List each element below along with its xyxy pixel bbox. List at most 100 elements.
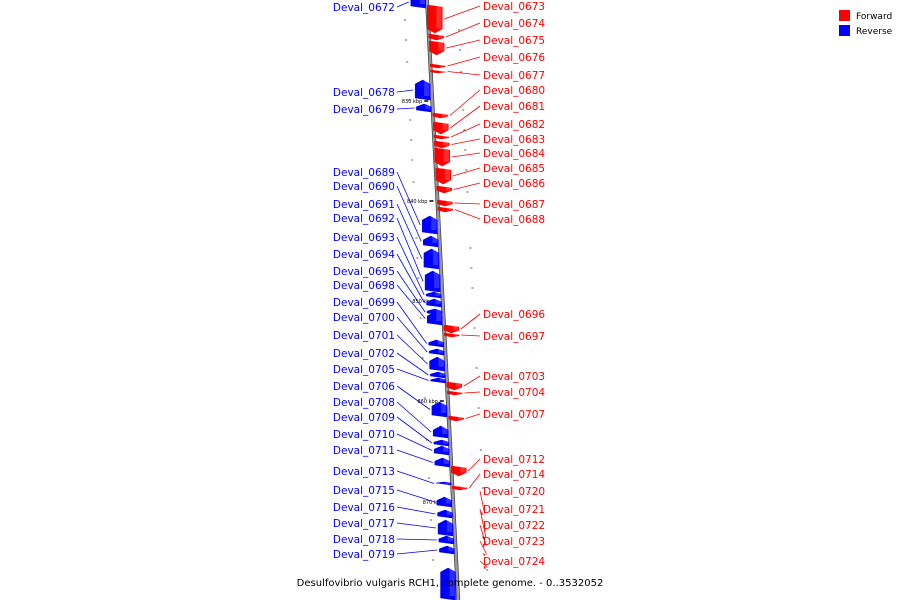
- forward-gene-label[interactable]: Deval_0676: [483, 52, 545, 64]
- forward-gene-label[interactable]: Deval_0688: [483, 214, 545, 226]
- forward-gene[interactable]: [430, 69, 446, 74]
- reverse-gene[interactable]: [410, 0, 427, 9]
- reverse-gene-label[interactable]: Deval_0693: [333, 232, 395, 244]
- forward-gene[interactable]: [452, 485, 468, 491]
- forward-gene[interactable]: [448, 415, 464, 422]
- reverse-gene-label[interactable]: Deval_0679: [333, 104, 395, 116]
- forward-gene[interactable]: [483, 543, 485, 548]
- reverse-gene[interactable]: [428, 348, 445, 356]
- reverse-gene[interactable]: [424, 270, 441, 293]
- forward-gene-label[interactable]: Deval_0696: [483, 309, 545, 321]
- forward-gene[interactable]: [434, 147, 450, 167]
- forward-gene-label[interactable]: Deval_0680: [483, 85, 545, 97]
- forward-gene-label[interactable]: Deval_0714: [483, 469, 545, 481]
- reverse-gene[interactable]: [433, 439, 450, 447]
- forward-gene-label[interactable]: Deval_0674: [483, 18, 545, 30]
- reverse-gene[interactable]: [430, 371, 446, 379]
- forward-gene[interactable]: [436, 185, 452, 194]
- forward-gene-label[interactable]: Deval_0682: [483, 119, 545, 131]
- reverse-gene-label[interactable]: Deval_0718: [333, 534, 395, 546]
- forward-gene[interactable]: [433, 134, 450, 140]
- reverse-gene-label[interactable]: Deval_0695: [333, 266, 395, 278]
- forward-gene[interactable]: [433, 121, 449, 135]
- forward-gene[interactable]: [443, 324, 460, 334]
- reverse-gene[interactable]: [423, 248, 440, 270]
- forward-gene[interactable]: [446, 381, 463, 391]
- forward-gene[interactable]: [450, 465, 467, 477]
- reverse-gene-label[interactable]: Deval_0706: [333, 381, 395, 393]
- reverse-gene[interactable]: [430, 377, 446, 384]
- reverse-gene[interactable]: [423, 235, 439, 248]
- reverse-gene-label[interactable]: Deval_0701: [333, 330, 395, 342]
- reverse-gene[interactable]: [414, 79, 431, 101]
- reverse-gene-label[interactable]: Deval_0698: [333, 280, 395, 292]
- reverse-gene[interactable]: [421, 215, 438, 235]
- forward-gene-label[interactable]: Deval_0697: [483, 331, 545, 343]
- reverse-gene[interactable]: [426, 311, 443, 326]
- reverse-gene-label[interactable]: Deval_0713: [333, 466, 395, 478]
- reverse-gene-label[interactable]: Deval_0699: [333, 297, 395, 309]
- forward-gene[interactable]: [434, 140, 450, 149]
- reverse-gene[interactable]: [440, 567, 456, 600]
- forward-gene[interactable]: [432, 112, 449, 119]
- reverse-gene-label[interactable]: Deval_0717: [333, 518, 395, 530]
- reverse-gene-label[interactable]: Deval_0690: [333, 181, 395, 193]
- reverse-gene[interactable]: [438, 535, 455, 545]
- forward-gene[interactable]: [427, 4, 443, 34]
- reverse-gene-label[interactable]: Deval_0672: [333, 2, 395, 14]
- reverse-gene-label[interactable]: Deval_0711: [333, 445, 395, 457]
- reverse-gene[interactable]: [425, 291, 442, 299]
- forward-gene-label[interactable]: Deval_0712: [483, 454, 545, 466]
- forward-gene-label[interactable]: Deval_0722: [483, 520, 545, 532]
- reverse-gene[interactable]: [431, 401, 448, 418]
- reverse-gene[interactable]: [434, 457, 451, 468]
- reverse-gene[interactable]: [436, 496, 453, 508]
- forward-gene[interactable]: [437, 206, 454, 213]
- forward-gene-label[interactable]: Deval_0703: [483, 371, 545, 383]
- forward-gene-label[interactable]: Deval_0684: [483, 148, 545, 160]
- reverse-gene-label[interactable]: Deval_0689: [333, 167, 395, 179]
- forward-gene[interactable]: [428, 40, 445, 56]
- forward-gene[interactable]: [483, 552, 486, 557]
- reverse-gene-label[interactable]: Deval_0700: [333, 312, 395, 324]
- forward-gene[interactable]: [447, 390, 463, 396]
- reverse-gene-label[interactable]: Deval_0702: [333, 348, 395, 360]
- forward-gene-label[interactable]: Deval_0707: [483, 409, 545, 421]
- forward-gene[interactable]: [435, 167, 451, 185]
- forward-gene-label[interactable]: Deval_0675: [483, 35, 545, 47]
- forward-gene-label[interactable]: Deval_0720: [483, 486, 545, 498]
- reverse-gene[interactable]: [428, 339, 444, 348]
- reverse-gene-label[interactable]: Deval_0719: [333, 549, 395, 561]
- forward-gene-label[interactable]: Deval_0687: [483, 199, 545, 211]
- reverse-gene[interactable]: [416, 103, 432, 113]
- reverse-gene[interactable]: [437, 519, 454, 537]
- forward-gene[interactable]: [437, 199, 453, 207]
- reverse-gene-label[interactable]: Deval_0692: [333, 213, 395, 225]
- reverse-gene-label[interactable]: Deval_0709: [333, 412, 395, 424]
- forward-gene-label[interactable]: Deval_0683: [483, 134, 545, 146]
- forward-gene[interactable]: [428, 33, 445, 41]
- reverse-gene[interactable]: [429, 356, 445, 372]
- reverse-gene-label[interactable]: Deval_0716: [333, 502, 395, 514]
- forward-gene-label[interactable]: Deval_0723: [483, 536, 545, 548]
- forward-gene-label[interactable]: Deval_0686: [483, 178, 545, 190]
- forward-gene-label[interactable]: Deval_0673: [483, 1, 545, 13]
- reverse-gene[interactable]: [432, 425, 449, 439]
- reverse-gene-label[interactable]: Deval_0694: [333, 249, 395, 261]
- forward-gene-label[interactable]: Deval_0704: [483, 387, 545, 399]
- reverse-gene-label[interactable]: Deval_0708: [333, 397, 395, 409]
- reverse-gene-label[interactable]: Deval_0705: [333, 364, 395, 376]
- reverse-gene[interactable]: [435, 481, 452, 486]
- reverse-gene-label[interactable]: Deval_0691: [333, 199, 395, 211]
- reverse-gene[interactable]: [437, 509, 453, 519]
- reverse-gene-label[interactable]: Deval_0715: [333, 485, 395, 497]
- reverse-gene[interactable]: [426, 298, 442, 308]
- forward-gene[interactable]: [430, 63, 446, 69]
- forward-gene-label[interactable]: Deval_0677: [483, 70, 545, 82]
- forward-gene-label[interactable]: Deval_0721: [483, 504, 545, 516]
- forward-gene[interactable]: [484, 565, 486, 570]
- reverse-gene[interactable]: [433, 445, 450, 456]
- forward-gene[interactable]: [444, 332, 460, 338]
- reverse-gene-label[interactable]: Deval_0678: [333, 87, 395, 99]
- reverse-gene[interactable]: [439, 545, 455, 555]
